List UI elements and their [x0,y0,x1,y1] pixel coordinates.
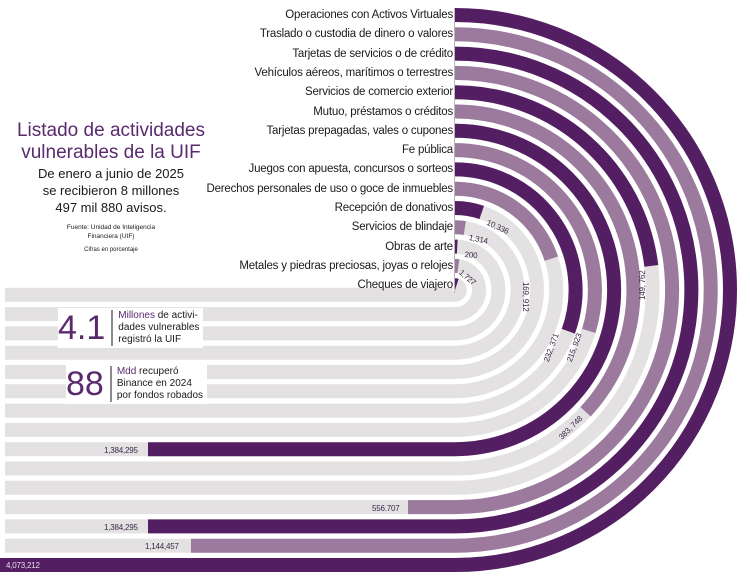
ring-bar [454,143,602,333]
stat-box-uif: 4.1 Millones de activi- dades vulnerable… [58,308,204,348]
ring-bar [454,181,558,262]
stat-text-3: por fondos robados [116,390,203,401]
figures-note: Cifras en porcentaje [84,247,138,253]
value-label: 4,073,212 [6,561,40,570]
source-line1: Fuente: Unidad de Inteligencia [66,224,156,231]
category-label: Recepción de donativos [334,202,454,214]
ring-track [5,220,525,360]
title-block: Listado de actividades vulnerables de la… [0,120,222,253]
category-label: Fe pública [401,144,453,157]
category-label: Servicios de blindaje [351,221,453,234]
category-label: Servicios de comercio exterior [304,86,453,99]
value-label: 1,384,295 [104,523,138,532]
ring-bar [454,85,659,267]
stat-highlight: Mdd [116,366,137,377]
ring-bar [0,8,737,572]
subtitle-line2: se recibieron 8 millones [42,183,180,198]
subtitle-line1: De enero a junio de 2025 [37,166,184,181]
ring-bar [454,201,484,220]
category-label: Mutuo, préstamos o créditos [313,105,453,118]
stat-text-2: dades vulnerables [118,322,200,333]
value-label: 169, 912 [521,282,530,312]
stat-text-2: Binance en 2024 [116,378,192,389]
stat-text-1: de activi- [154,310,198,321]
ring-track [5,239,506,341]
category-label: Vehículos aéreos, marítimos o terrestres [254,66,454,79]
stat-description: Millones de activi- dades vulnerables re… [118,310,199,346]
value-label: 1,144,457 [145,542,179,551]
subtitle-line3: 497 mil 880 avisos. [55,200,167,215]
category-label: Metales y piedras preciosas, joyas o rel… [239,259,453,272]
category-label: Obras de arte [385,240,453,253]
chart-title-line2: vulnerables de la UIF [21,142,201,163]
stat-divider [111,310,114,346]
stat-box-binance: 88 Mdd recuperó Binance en 2024 por fond… [66,364,207,404]
ring-track [5,258,487,322]
ring-bar [454,104,641,417]
ring-track [5,278,467,302]
category-label: Traslado o custodia de dinero o valores [259,28,453,41]
ring-track [5,201,544,379]
ring-bar [191,27,718,553]
category-label: Cheques de viajero [357,279,454,292]
category-label: Tarjetas prepagadas, vales o cupones [266,124,453,137]
ring-bar [454,220,466,236]
category-label: Derechos personales de uso o goce de inm… [206,182,453,195]
ring-bar [408,65,680,515]
stat-divider [109,366,112,402]
stat-highlight: Millones [118,310,155,321]
ring-bar [454,162,583,334]
stat-description: Mdd recuperó Binance en 2024 por fondos … [117,366,203,402]
stat-number: 4.1 [58,309,106,347]
ring-bar [148,123,622,457]
category-label: Juegos con apuesta, concursos o sorteos [248,163,454,176]
value-label: 1,384,295 [104,446,138,455]
category-label: Operaciones con Activos Virtuales [285,9,453,21]
source-line2: Financiera (UIF) [87,233,135,240]
chart-title-line1: Listado de actividades [16,120,205,141]
value-label: 556.707 [372,504,400,513]
stat-text-3: registró la UIF [118,334,182,345]
stat-text-1: recuperó [136,366,179,377]
stat-number: 88 [66,365,104,403]
ring-bar [148,46,699,534]
category-label: Tarjetas de servicios o de crédito [292,47,453,60]
value-label: 200 [464,250,478,261]
value-label: 149, 762 [638,270,647,300]
